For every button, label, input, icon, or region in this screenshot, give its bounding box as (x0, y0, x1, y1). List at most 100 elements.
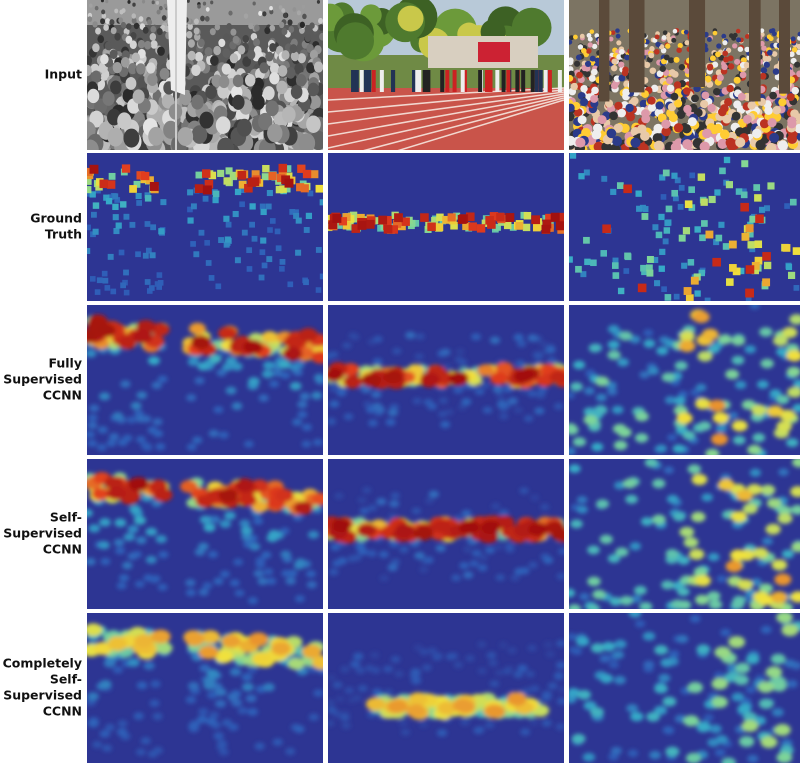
density-blob (224, 511, 236, 519)
face (215, 24, 221, 31)
person (738, 46, 743, 51)
density-blob (131, 402, 142, 410)
face (251, 85, 263, 99)
face (233, 36, 240, 44)
face (194, 18, 199, 24)
density-cell (279, 266, 285, 272)
density-blob (158, 551, 168, 558)
density-blob (726, 560, 743, 572)
density-blob (302, 424, 312, 431)
person (655, 42, 660, 47)
density-blob (392, 348, 401, 355)
density-cell (242, 230, 248, 236)
person (724, 98, 732, 106)
runner (355, 70, 359, 92)
row-label: Supervised (3, 526, 82, 541)
face (157, 10, 161, 15)
face (245, 74, 255, 87)
face (198, 39, 205, 47)
density-blob (589, 344, 601, 353)
density-blob (548, 682, 558, 689)
density-blob (238, 707, 248, 714)
density-blob (197, 362, 209, 371)
density-blob (751, 405, 766, 416)
image-panel (565, 0, 800, 155)
density-blob (456, 348, 465, 354)
person (591, 69, 598, 76)
density-cell (209, 275, 215, 281)
density-cell (196, 172, 203, 179)
density-blob (208, 551, 218, 558)
density-blob (709, 724, 721, 733)
person (733, 100, 741, 108)
face (275, 4, 279, 8)
runner (521, 70, 525, 92)
density-blob (496, 392, 505, 398)
density-blob (491, 503, 500, 510)
density-cell (705, 231, 713, 239)
density-blob (634, 586, 647, 595)
person (769, 92, 777, 100)
density-blob (113, 666, 123, 674)
image-panel (316, 0, 564, 172)
density-blob (451, 574, 461, 581)
density-blob (692, 474, 708, 485)
density-blob (97, 444, 107, 451)
density-cell (296, 218, 302, 224)
person (589, 75, 596, 82)
density-cell (640, 265, 647, 272)
density-blob (134, 712, 144, 720)
density-blob (257, 578, 267, 586)
face (263, 86, 275, 100)
density-cell (102, 271, 108, 277)
face (308, 83, 319, 97)
density-blob (734, 675, 749, 685)
density-cell (279, 164, 288, 173)
density-blob (119, 574, 129, 581)
density-blob (487, 652, 497, 659)
image-panel (81, 459, 329, 609)
person (767, 50, 773, 56)
density-blob (584, 387, 595, 395)
density-blob (730, 550, 746, 561)
density-blob (782, 550, 794, 559)
person (598, 115, 607, 124)
density-blob (478, 668, 487, 675)
density-blob (288, 658, 305, 670)
density-blob (714, 647, 731, 659)
face (288, 26, 294, 33)
person (631, 97, 639, 105)
density-blob (490, 372, 508, 385)
density-blob (380, 575, 389, 581)
runner (423, 70, 427, 92)
density-cell (195, 184, 204, 193)
image-panel (84, 153, 326, 301)
trunk (749, 0, 761, 101)
density-blob (732, 693, 745, 702)
person (721, 34, 726, 39)
image-panel (325, 153, 566, 301)
density-cell (157, 272, 163, 278)
density-cell (784, 203, 790, 209)
density-blob (635, 433, 648, 443)
face (305, 34, 312, 42)
density-blob (129, 505, 141, 514)
person (721, 64, 727, 70)
density-blob (489, 660, 498, 667)
density-blob (530, 719, 539, 725)
density-cell (320, 199, 326, 205)
density-blob (591, 643, 605, 653)
density-cell (767, 182, 774, 189)
person (764, 62, 770, 68)
density-blob (697, 723, 710, 733)
density-blob (583, 753, 595, 762)
density-blob (663, 726, 674, 734)
face (266, 100, 279, 116)
density-blob (412, 508, 421, 515)
density-blob (490, 680, 500, 687)
person (609, 111, 618, 120)
density-blob (84, 623, 102, 636)
density-cell (156, 284, 162, 290)
density-cell (762, 252, 771, 261)
person (732, 112, 741, 121)
